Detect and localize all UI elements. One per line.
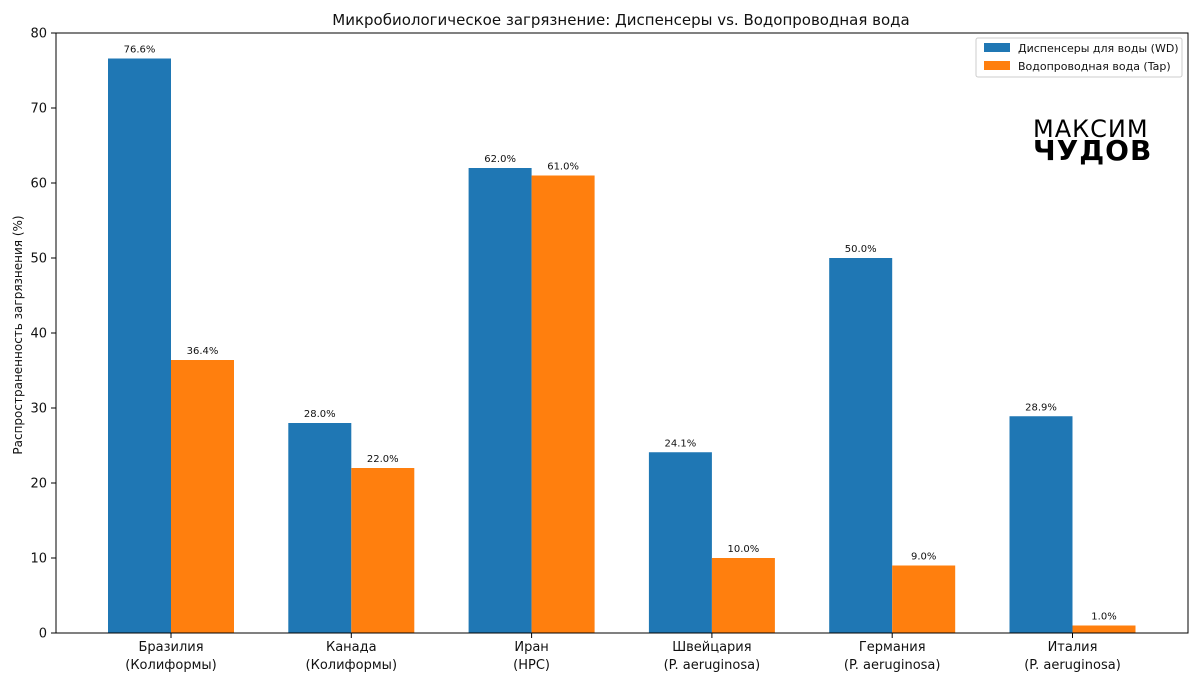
chart-title: Микробиологическое загрязнение: Диспенсе… — [332, 11, 909, 29]
bar-wd — [108, 58, 171, 633]
bars-group — [108, 58, 1136, 633]
bar-tap — [892, 565, 956, 633]
x-tick-label-line2: (Колиформы) — [306, 658, 397, 673]
bar-tap — [1072, 625, 1136, 633]
bar-wd — [648, 452, 712, 633]
x-tick-label-line2: (P. aeruginosa) — [664, 658, 761, 673]
y-tick-label: 20 — [30, 477, 47, 492]
data-label-wd: 28.0% — [304, 409, 336, 420]
legend-label-wd: Диспенсеры для воды (WD) — [1018, 42, 1179, 55]
x-tick-label-line1: Канада — [326, 640, 377, 655]
data-label-wd: 28.9% — [1025, 402, 1057, 413]
y-tick-label: 10 — [30, 552, 47, 567]
watermark-line1: МАКСИМ — [1033, 115, 1149, 143]
legend-label-tap: Водопроводная вода (Tap) — [1018, 60, 1171, 73]
data-label-tap: 9.0% — [911, 552, 936, 563]
data-label-tap: 1.0% — [1091, 612, 1116, 623]
x-tick-label-line1: Швейцария — [672, 640, 751, 655]
legend: Диспенсеры для воды (WD) Водопроводная в… — [975, 37, 1183, 78]
x-tick-label-line2: (P. aeruginosa) — [1024, 658, 1121, 673]
data-label-tap: 22.0% — [367, 454, 399, 465]
x-tick-label-line1: Германия — [859, 640, 926, 655]
x-axis-ticks: Бразилия (Колиформы) Канада (Колиформы) Иран… — [125, 633, 1121, 673]
y-tick-label: 70 — [30, 102, 47, 117]
x-tick-label-line1: Иран — [514, 640, 548, 655]
data-label-wd: 76.6% — [124, 45, 156, 56]
plot-frame — [55, 32, 1189, 634]
data-label-wd: 62.0% — [484, 154, 516, 165]
x-tick-label-line2: (HPC) — [513, 658, 550, 673]
y-tick-label: 80 — [30, 27, 47, 42]
bar-tap — [351, 468, 415, 633]
y-axis-label: Распространенность загрязнения (%) — [11, 215, 25, 454]
watermark-logo: МАКСИМ ЧУДОВ — [1033, 115, 1152, 167]
y-tick-label: 40 — [30, 327, 47, 342]
y-tick-label: 30 — [30, 402, 47, 417]
y-axis-ticks: 0 10 20 30 40 50 60 70 80 — [30, 27, 56, 642]
legend-swatch-tap — [984, 61, 1010, 70]
x-tick-label-line1: Италия — [1048, 640, 1098, 655]
data-label-tap: 61.0% — [547, 162, 579, 173]
data-label-tap: 36.4% — [187, 346, 219, 357]
bar-wd — [829, 258, 893, 633]
bar-wd — [288, 423, 352, 633]
x-tick-label-line2: (P. aeruginosa) — [844, 658, 941, 673]
bar-wd — [468, 168, 532, 633]
data-label-tap: 10.0% — [728, 544, 760, 555]
watermark-line2: ЧУДОВ — [1033, 134, 1152, 167]
bar-tap — [711, 558, 775, 633]
y-tick-label: 60 — [30, 177, 47, 192]
data-label-wd: 24.1% — [665, 438, 697, 449]
bar-tap — [171, 360, 234, 633]
y-tick-label: 0 — [39, 627, 47, 642]
legend-swatch-wd — [984, 43, 1010, 52]
data-label-wd: 50.0% — [845, 244, 877, 255]
x-tick-label-line2: (Колиформы) — [125, 658, 216, 673]
data-labels-group: 76.6% 36.4% 28.0% 22.0% 62.0% 61.0% 24.1% 10.0%… — [124, 45, 1117, 623]
y-tick-label: 50 — [30, 252, 47, 267]
x-tick-label-line1: Бразилия — [138, 640, 203, 655]
bar-wd — [1009, 416, 1073, 633]
legend-box — [975, 37, 1183, 78]
bar-tap — [531, 175, 595, 633]
